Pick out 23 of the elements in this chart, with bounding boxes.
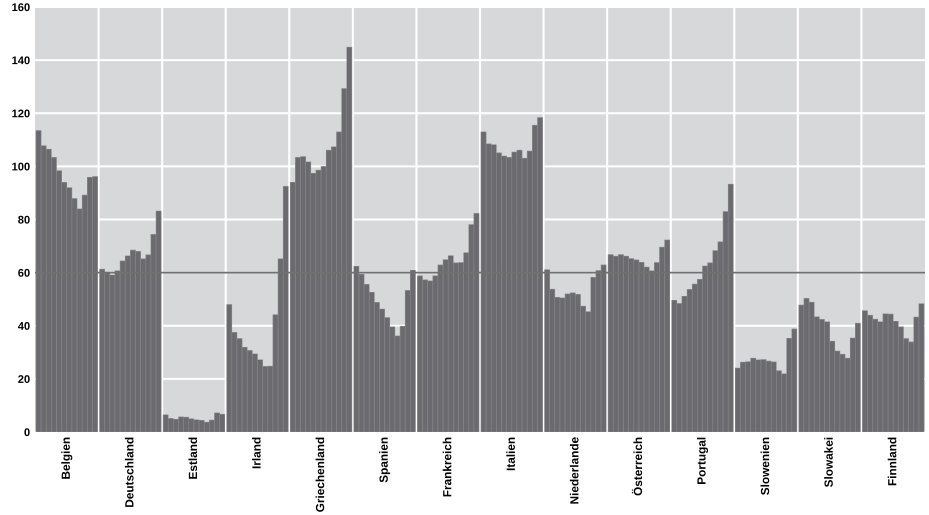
y-tick-label: 160 [12,3,30,12]
x-tick-label: Irland [252,438,261,468]
x-tick-label: Niederlande [570,437,579,504]
x-tick-label: Belgien [61,438,72,479]
x-tick-label: Estland [188,438,198,479]
x-tick-label: Griechenland [316,438,324,512]
y-tick-label: 20 [18,375,30,384]
x-tick-label: Finnland [888,438,896,486]
y-tick-label: 140 [12,56,30,64]
y-tick-label: 80 [18,216,30,224]
y-tick-label: 0 [24,428,30,436]
x-tick-label: Österreich [632,438,642,496]
y-tick-label: 100 [12,162,30,171]
x-tick-label: Spanien [379,438,390,482]
x-tick-label: Portugal [696,438,708,484]
y-tick-label: 40 [18,322,30,330]
y-tick-label: 60 [18,268,30,277]
y-tick-label: 120 [12,110,30,118]
x-tick-label: Italien [506,438,515,470]
x-tick-label: Slowenien [760,438,770,495]
x-tick-label: Slowakei [824,438,833,488]
x-tick-label: Deutschland [124,438,134,507]
x-tick-label: Frankreich [442,438,452,496]
